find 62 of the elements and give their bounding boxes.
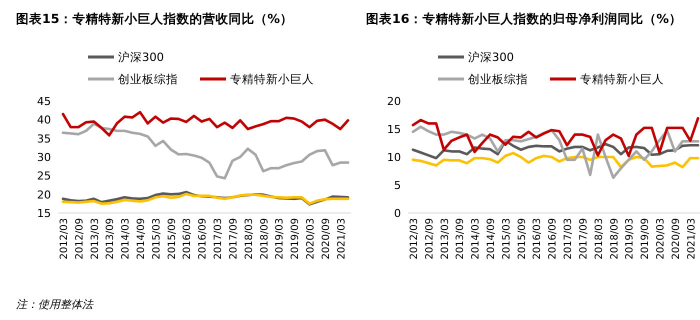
x-tick-label: 2015/09 [516, 218, 528, 260]
x-tick-label: 2012/09 [74, 218, 86, 260]
chart-title: 图表15：专精特新小巨人指数的营收同比（%） [16, 11, 293, 26]
text: 注：使用整体法 [16, 298, 94, 311]
legend-label: 创业板综指 [118, 72, 178, 86]
x-tick-label: 2016/03 [532, 218, 544, 260]
x-tick-label: 2012/03 [59, 218, 70, 260]
x-tick-label: 2017/03 [563, 218, 574, 260]
y-tick-label: 30 [37, 151, 51, 164]
y-tick-label: 20 [37, 188, 51, 202]
x-tick-label: 2014/03 [120, 218, 132, 260]
legend-label: 创业板综指 [468, 72, 528, 86]
x-tick-label: 2019/09 [640, 218, 652, 260]
line-series [412, 117, 700, 158]
x-tick-label: 2016/09 [548, 218, 559, 260]
x-tick-label: 2016/09 [198, 218, 209, 260]
x-tick-label: 2019/03 [274, 218, 286, 260]
legend-label: 专精特新小巨人 [580, 72, 664, 86]
x-tick-label: 2018/09 [259, 218, 270, 260]
x-tick-label: 2014/09 [136, 218, 148, 260]
x-tick-label: 2021/03 [686, 218, 698, 260]
legend-label: 沪深300 [468, 50, 514, 64]
x-tick-label: 2020/09 [670, 218, 682, 260]
y-tick-label: 45 [37, 95, 51, 108]
x-tick-label: 2020/03 [305, 218, 316, 260]
x-tick-label: 2013/03 [440, 218, 451, 260]
x-tick-label: 2015/09 [166, 218, 178, 260]
y-tick-label: 40 [37, 114, 51, 127]
x-tick-label: 2013/03 [90, 218, 101, 260]
x-tick-label: 2014/09 [486, 218, 498, 260]
x-tick-label: 2019/09 [290, 218, 302, 260]
x-tick-label: 2018/09 [609, 218, 620, 260]
y-tick-label: 15 [37, 207, 51, 220]
x-tick-label: 2017/09 [228, 218, 240, 260]
y-tick-label: 20 [387, 95, 401, 108]
y-tick-label: 0 [394, 207, 401, 220]
y-tick-label: 5 [394, 179, 401, 192]
line-series [62, 122, 350, 180]
x-tick-label: 2020/09 [320, 218, 332, 260]
y-tick-label: 10 [387, 151, 401, 164]
legend-label: 专精特新小巨人 [230, 72, 314, 86]
x-tick-label: 2012/09 [424, 218, 436, 260]
chart-title: 图表16：专精特新小巨人指数的归母净利润同比（%） [366, 11, 682, 26]
x-tick-label: 2017/09 [578, 218, 590, 260]
x-tick-label: 2014/03 [470, 218, 482, 260]
x-tick-label: 2015/03 [501, 218, 512, 260]
y-tick-label: 25 [37, 170, 51, 183]
x-tick-label: 2013/09 [455, 218, 466, 260]
x-tick-label: 2020/03 [655, 218, 666, 260]
y-tick-label: 15 [387, 123, 401, 136]
legend-label: 沪深300 [118, 50, 164, 64]
x-tick-label: 2015/03 [151, 218, 162, 260]
x-tick-label: 2016/03 [182, 218, 194, 260]
x-tick-label: 2018/03 [244, 218, 255, 260]
x-tick-label: 2013/09 [105, 218, 116, 260]
x-tick-label: 2018/03 [594, 218, 605, 260]
x-tick-label: 2021/03 [336, 218, 348, 260]
line-series [62, 110, 350, 137]
x-tick-label: 2012/03 [409, 218, 420, 260]
x-tick-label: 2019/03 [624, 218, 636, 260]
x-tick-label: 2017/03 [213, 218, 224, 260]
y-tick-label: 35 [37, 132, 51, 146]
